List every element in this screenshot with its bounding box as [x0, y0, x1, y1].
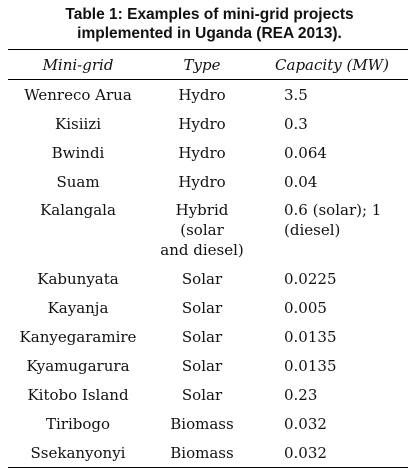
header-row: Mini-grid Type Capacity (MW) — [8, 49, 408, 80]
table-row: Kayanja Solar 0.005 — [8, 293, 408, 322]
cell-type: Solar — [181, 385, 223, 404]
table-row: Wenreco Arua Hydro 3.5 — [8, 80, 408, 110]
cell-mini-grid: Kalangala — [40, 201, 116, 219]
table-header: Mini-grid Type Capacity (MW) — [8, 49, 408, 80]
cell-capacity: 0.032 — [284, 443, 327, 462]
cell-capacity: 0.0135 — [284, 327, 337, 346]
table-row: Kalangala Hybrid (solar and diesel) 0.6 … — [8, 196, 408, 264]
cell-mini-grid: Kayanja — [47, 298, 109, 317]
table-row: Kisiizi Hydro 0.3 — [8, 109, 408, 138]
cell-capacity: 0.23 — [284, 385, 318, 404]
cell-capacity: 0.3 — [284, 114, 308, 133]
cell-type: Solar — [181, 356, 223, 375]
cell-type: Hybrid (solar and diesel) — [148, 196, 256, 264]
header-capacity: Capacity (MW) — [275, 55, 389, 74]
cell-capacity-line-2: (diesel) — [284, 221, 341, 239]
cell-type-line-1: Hybrid (solar — [175, 201, 229, 239]
table-row: Bwindi Hydro 0.064 — [8, 138, 408, 167]
cell-type: Solar — [181, 327, 223, 346]
cell-capacity: 0.005 — [284, 298, 327, 317]
cell-capacity-line-1: 0.6 (solar); 1 — [284, 201, 382, 219]
cell-type: Solar — [181, 298, 223, 317]
cell-mini-grid: Tiribogo — [45, 414, 111, 433]
table-row: Suam Hydro 0.04 — [8, 167, 408, 196]
cell-capacity: 0.6 (solar); 1 (diesel) — [256, 196, 408, 264]
cell-type: Hydro — [178, 172, 226, 191]
table-row: Kitobo Island Solar 0.23 — [8, 380, 408, 409]
cell-capacity: 0.0135 — [284, 356, 337, 375]
table-row: Ssekanyonyi Biomass 0.032 — [8, 438, 408, 468]
cell-mini-grid: Suam — [56, 172, 100, 191]
table-caption: Table 1: Examples of mini-grid projects … — [8, 0, 411, 43]
cell-capacity: 3.5 — [284, 85, 308, 104]
table-row: Kanyegaramire Solar 0.0135 — [8, 322, 408, 351]
table-row: Tiribogo Biomass 0.032 — [8, 409, 408, 438]
cell-capacity: 0.064 — [284, 143, 327, 162]
header-mini-grid: Mini-grid — [42, 55, 114, 74]
mini-grid-table: Mini-grid Type Capacity (MW) Wenreco Aru… — [8, 49, 408, 468]
table-row: Kyamugarura Solar 0.0135 — [8, 351, 408, 380]
cell-type: Hydro — [178, 114, 226, 133]
cell-type: Hydro — [178, 85, 226, 104]
cell-capacity: 0.032 — [284, 414, 327, 433]
cell-capacity: 0.04 — [284, 172, 318, 191]
cell-capacity: 0.0225 — [284, 269, 337, 288]
cell-type: Biomass — [170, 414, 234, 433]
header-type: Type — [183, 55, 221, 74]
cell-mini-grid: Kisiizi — [55, 114, 101, 133]
cell-mini-grid: Kitobo Island — [27, 385, 129, 404]
cell-mini-grid: Kabunyata — [37, 269, 119, 288]
cell-mini-grid: Kanyegaramire — [19, 327, 137, 346]
cell-mini-grid: Bwindi — [51, 143, 105, 162]
caption-line-1: Table 1: Examples of mini-grid projects — [65, 6, 354, 23]
cell-type: Hydro — [178, 143, 226, 162]
table-body: Wenreco Arua Hydro 3.5 Kisiizi Hydro 0.3… — [8, 80, 408, 468]
cell-type-line-2: and diesel) — [160, 241, 244, 259]
cell-mini-grid: Ssekanyonyi — [30, 443, 126, 462]
table-row: Kabunyata Solar 0.0225 — [8, 264, 408, 293]
cell-mini-grid: Wenreco Arua — [24, 85, 132, 104]
caption-line-2: implemented in Uganda (REA 2013). — [77, 25, 342, 42]
cell-type: Solar — [181, 269, 223, 288]
cell-mini-grid: Kyamugarura — [26, 356, 130, 375]
cell-type: Biomass — [170, 443, 234, 462]
